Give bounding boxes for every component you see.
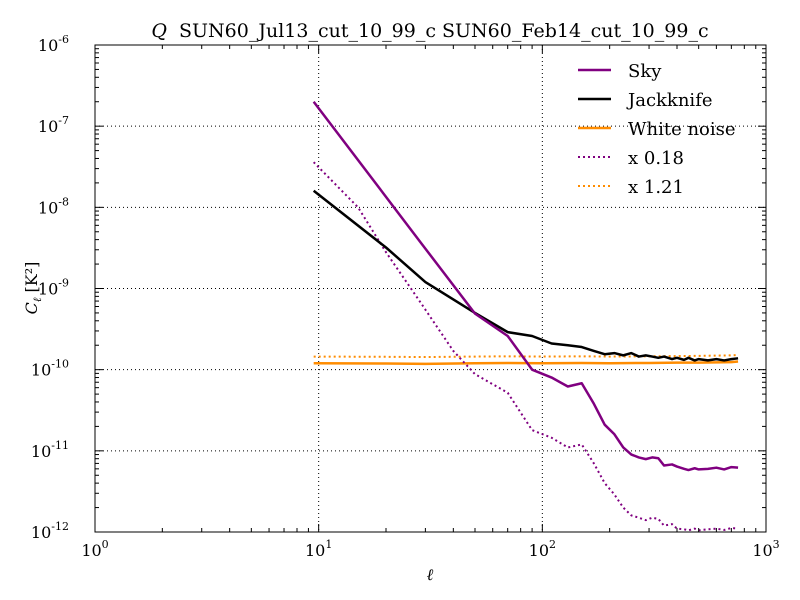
chart-title: Q SUN60_Jul13_cut_10_99_c SUN60_Feb14_cu… — [151, 20, 708, 42]
legend-label: Sky — [628, 61, 662, 82]
y-tick-base: 10 — [31, 361, 51, 380]
y-tick-label: 10-11 — [31, 439, 69, 461]
x-tick-label: 100 — [81, 538, 108, 560]
title-text: SUN60_Jul13_cut_10_99_c SUN60_Feb14_cut_… — [179, 20, 709, 42]
y-tick-label: 10-9 — [38, 277, 69, 299]
y-tick-exponent: -9 — [58, 277, 69, 290]
y-tick-base: 10 — [31, 442, 51, 461]
y-axis-label: Cℓ [K²] — [22, 262, 44, 315]
y-tick-label: 10-10 — [31, 358, 69, 380]
y-tick-base: 10 — [38, 36, 58, 55]
y-axis-symbol: C — [22, 302, 41, 314]
title-prefix: Q — [151, 20, 167, 42]
y-axis-unit: [K²] — [22, 262, 41, 293]
series-line-jackknife — [312, 189, 739, 362]
series-line-white-noise — [313, 360, 739, 366]
x-tick-base: 10 — [305, 541, 325, 560]
y-tick-exponent: -11 — [51, 439, 69, 452]
series-line-x-1-21 — [313, 353, 739, 359]
x-tick-label: 103 — [752, 538, 779, 560]
x-tick-base: 10 — [529, 541, 549, 560]
x-axis-label: ℓ — [427, 565, 434, 584]
y-tick-base: 10 — [38, 280, 58, 299]
x-tick-label: 102 — [529, 538, 556, 560]
series-line-x-0-18 — [312, 161, 739, 532]
y-tick-base: 10 — [38, 198, 58, 217]
legend: Sky Jackknife White noise x 0.18 x 1.21 — [578, 61, 736, 198]
y-tick-label: 10-12 — [31, 520, 69, 542]
y-tick-label: 10-6 — [38, 33, 69, 55]
y-tick-exponent: -8 — [58, 195, 69, 208]
legend-label: x 0.18 — [628, 148, 684, 169]
y-tick-base: 10 — [38, 117, 58, 136]
legend-label: Jackknife — [626, 90, 713, 111]
y-tick-exponent: -7 — [58, 114, 69, 127]
x-tick-exponent: 1 — [325, 538, 332, 551]
x-tick-base: 10 — [81, 541, 101, 560]
axis-ticks: 100 101 102 10310-1210-1110-1010-910-810-71… — [31, 33, 780, 560]
x-tick-exponent: 3 — [773, 538, 780, 551]
y-tick-exponent: -12 — [51, 520, 69, 533]
y-tick-label: 10-8 — [38, 195, 69, 217]
series-line-sky — [312, 100, 739, 472]
y-tick-exponent: -10 — [51, 358, 69, 371]
y-axis-subscript: ℓ — [31, 297, 44, 302]
x-tick-exponent: 0 — [102, 538, 109, 551]
y-tick-base: 10 — [31, 523, 51, 542]
x-tick-exponent: 2 — [549, 538, 556, 551]
legend-label: White noise — [628, 119, 736, 140]
y-tick-exponent: -6 — [58, 33, 69, 46]
series-layer — [312, 100, 739, 532]
y-tick-label: 10-7 — [38, 114, 69, 136]
x-tick-base: 10 — [752, 541, 772, 560]
legend-label: x 1.21 — [628, 177, 684, 198]
x-tick-label: 101 — [305, 538, 332, 560]
